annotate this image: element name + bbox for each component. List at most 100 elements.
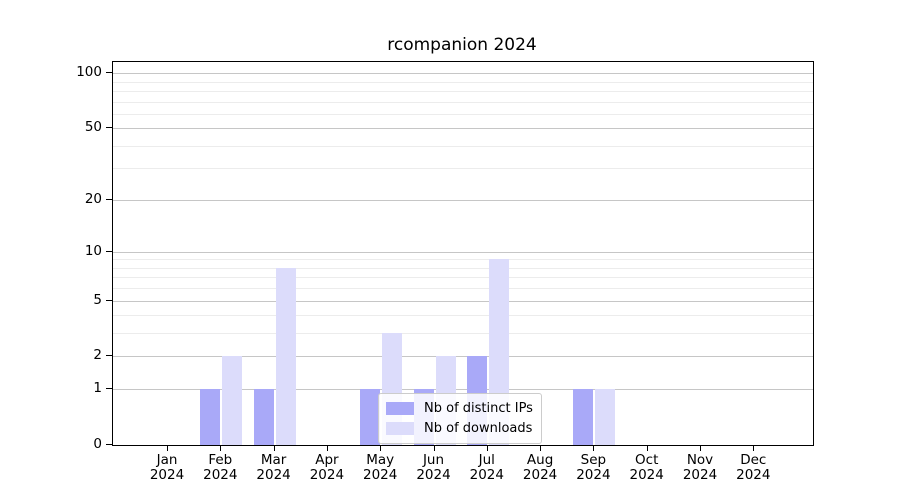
- y-axis-tick: [106, 250, 112, 252]
- bar-distinct-ips: [253, 389, 274, 445]
- x-axis-tick-label: May 2024: [350, 453, 410, 483]
- x-axis-tick: [380, 446, 382, 451]
- x-axis-tick: [433, 446, 435, 451]
- minor-gridline: [113, 113, 813, 115]
- x-axis-tick: [540, 446, 542, 451]
- y-axis-tick-label: 1: [93, 380, 102, 397]
- x-axis-tick-label: Apr 2024: [297, 453, 357, 483]
- y-axis-tick: [106, 355, 112, 357]
- x-axis-tick-label: Feb 2024: [190, 453, 250, 483]
- minor-gridline: [113, 315, 813, 317]
- legend-entry-label: Nb of distinct IPs: [424, 400, 533, 416]
- y-axis-tick-label: 0: [93, 436, 102, 452]
- x-axis-tick: [486, 446, 488, 451]
- legend-swatch: [386, 421, 414, 435]
- bar-distinct-ips: [200, 389, 221, 445]
- major-gridline: [113, 300, 813, 302]
- month-label: Mar: [260, 452, 287, 468]
- year-label: 2024: [576, 467, 611, 483]
- x-axis-tick-label: Dec 2024: [723, 453, 783, 483]
- month-label: Aug: [526, 452, 554, 468]
- y-axis-tick: [106, 198, 112, 200]
- plot-area: Nb of distinct IPs Nb of downloads: [112, 61, 814, 446]
- x-axis-tick-label: Nov 2024: [670, 453, 730, 483]
- minor-gridline: [113, 333, 813, 335]
- y-axis-tick: [106, 299, 112, 301]
- month-label: Jul: [478, 452, 495, 468]
- major-gridline: [113, 73, 813, 75]
- minor-gridline: [113, 101, 813, 103]
- month-label: Feb: [208, 452, 233, 468]
- year-label: 2024: [256, 467, 291, 483]
- minor-gridline: [113, 168, 813, 170]
- legend-entry: Nb of downloads: [386, 418, 533, 438]
- y-axis-tick-label: 2: [93, 347, 102, 364]
- x-axis-tick: [646, 446, 648, 451]
- x-axis-tick-label: Jul 2024: [457, 453, 517, 483]
- minor-gridline: [113, 90, 813, 92]
- y-axis-tick: [106, 388, 112, 390]
- major-gridline: [113, 199, 813, 201]
- month-label: Sep: [580, 452, 607, 468]
- legend: Nb of distinct IPs Nb of downloads: [378, 393, 542, 444]
- month-label: Dec: [740, 452, 767, 468]
- y-axis-tick-label: 100: [76, 64, 102, 81]
- x-axis-tick: [167, 446, 168, 451]
- year-label: 2024: [736, 467, 771, 483]
- chart-title: rcompanion 2024: [387, 35, 537, 55]
- legend-entry: Nb of distinct IPs: [386, 398, 533, 418]
- bar-downloads: [275, 267, 296, 445]
- year-label: 2024: [629, 467, 664, 483]
- x-axis-tick-label: Jan 2024: [137, 453, 197, 483]
- y-axis-tick-label: 20: [84, 190, 102, 207]
- major-gridline: [113, 128, 813, 130]
- month-label: Apr: [315, 452, 339, 468]
- x-axis-tick-label: Sep 2024: [563, 453, 623, 483]
- x-axis-tick: [326, 446, 328, 451]
- month-label: Jun: [422, 452, 445, 468]
- x-axis-tick: [273, 446, 275, 451]
- minor-gridline: [113, 277, 813, 279]
- month-label: Jan: [156, 452, 178, 468]
- x-axis-tick: [700, 446, 701, 451]
- y-axis-tick-label: 10: [84, 242, 102, 259]
- bar-distinct-ips: [360, 389, 381, 445]
- x-axis-tick: [220, 446, 222, 451]
- bar-distinct-ips: [573, 389, 594, 445]
- minor-gridline: [113, 81, 813, 83]
- major-gridline: [113, 251, 813, 253]
- y-axis-tick: [106, 72, 112, 74]
- year-label: 2024: [682, 467, 718, 483]
- x-axis-tick-label: Mar 2024: [244, 453, 304, 483]
- legend-swatch: [386, 401, 414, 415]
- y-axis-tick: [106, 444, 112, 445]
- year-label: 2024: [522, 467, 558, 483]
- major-gridline: [113, 389, 813, 391]
- month-label: Oct: [635, 452, 659, 468]
- minor-gridline: [113, 267, 813, 269]
- x-axis-tick: [593, 446, 595, 451]
- year-label: 2024: [149, 467, 185, 483]
- y-axis-tick-label: 50: [84, 119, 102, 136]
- minor-gridline: [113, 145, 813, 147]
- month-label: Nov: [686, 452, 714, 468]
- x-axis-tick-label: Oct 2024: [617, 453, 677, 483]
- month-label: May: [366, 452, 395, 468]
- x-axis-tick-label: Aug 2024: [510, 453, 570, 483]
- year-label: 2024: [203, 467, 238, 483]
- legend-entry-label: Nb of downloads: [424, 420, 533, 436]
- year-label: 2024: [309, 467, 345, 483]
- minor-gridline: [113, 259, 813, 261]
- bar-downloads: [595, 389, 616, 445]
- minor-gridline: [113, 288, 813, 290]
- year-label: 2024: [469, 467, 504, 483]
- x-axis-tick: [753, 446, 755, 451]
- year-label: 2024: [363, 467, 398, 483]
- x-axis-tick-label: Jun 2024: [404, 453, 464, 483]
- bar-downloads: [222, 356, 243, 445]
- year-label: 2024: [416, 467, 451, 483]
- y-axis-tick-label: 5: [93, 291, 102, 308]
- y-axis-tick: [106, 127, 112, 129]
- major-gridline: [113, 356, 813, 358]
